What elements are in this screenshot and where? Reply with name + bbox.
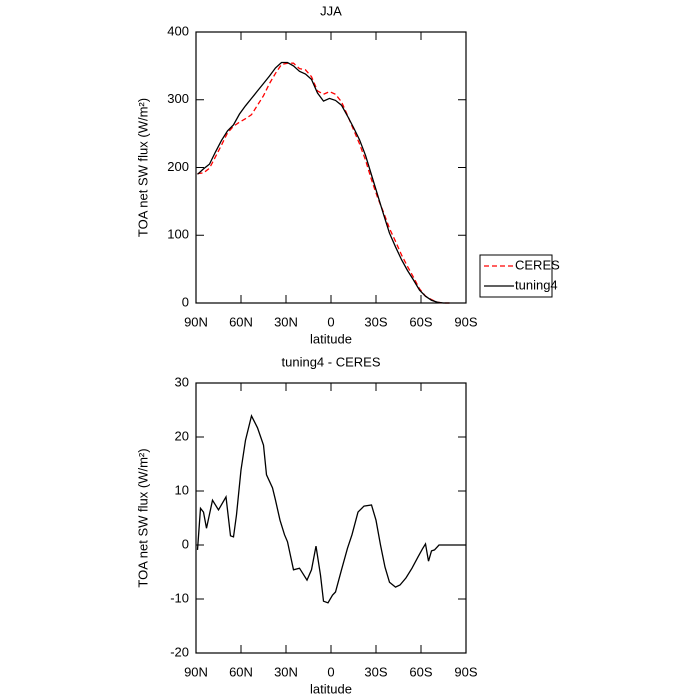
- y-tick-label: 200: [167, 159, 189, 174]
- chart-title: JJA: [320, 3, 342, 18]
- x-tick-label: 0: [327, 314, 334, 329]
- y-tick-label: 20: [175, 428, 189, 443]
- y-tick-label: 300: [167, 91, 189, 106]
- x-tick-label: 60S: [409, 314, 432, 329]
- y-tick-label: 10: [175, 482, 189, 497]
- x-tick-label: 60N: [229, 314, 253, 329]
- data-line: [196, 414, 466, 604]
- plot-frame: [195, 382, 467, 654]
- legend-box: [479, 254, 553, 298]
- x-tick-label: 0: [327, 664, 334, 679]
- x-axis-label: latitude: [310, 331, 352, 346]
- y-tick-label: 0: [182, 294, 189, 309]
- y-tick-label: -10: [170, 590, 189, 605]
- x-tick-label: 90N: [184, 314, 208, 329]
- legend-label: tuning4: [515, 277, 558, 292]
- x-tick-label: 90N: [184, 664, 208, 679]
- y-tick-label: 100: [167, 227, 189, 242]
- x-tick-label: 60S: [409, 664, 432, 679]
- x-tick-label: 90S: [454, 664, 477, 679]
- x-tick-label: 30S: [364, 664, 387, 679]
- plot-frame: [195, 31, 467, 304]
- data-line: [197, 61, 450, 304]
- chart-title: tuning4 - CERES: [282, 354, 381, 369]
- legend-label: CERES: [515, 257, 560, 272]
- x-tick-label: 30S: [364, 314, 387, 329]
- y-tick-label: 30: [175, 374, 189, 389]
- y-tick-label: 0: [182, 536, 189, 551]
- y-axis-label: TOA net SW flux (W/m²): [135, 98, 150, 237]
- data-line: [197, 62, 450, 304]
- y-tick-label: -20: [170, 644, 189, 659]
- x-tick-label: 30N: [274, 664, 298, 679]
- y-tick-label: 400: [167, 23, 189, 38]
- x-tick-label: 90S: [454, 314, 477, 329]
- x-tick-label: 60N: [229, 664, 253, 679]
- x-axis-label: latitude: [310, 681, 352, 696]
- x-tick-label: 30N: [274, 314, 298, 329]
- y-axis-label: TOA net SW flux (W/m²): [135, 448, 150, 587]
